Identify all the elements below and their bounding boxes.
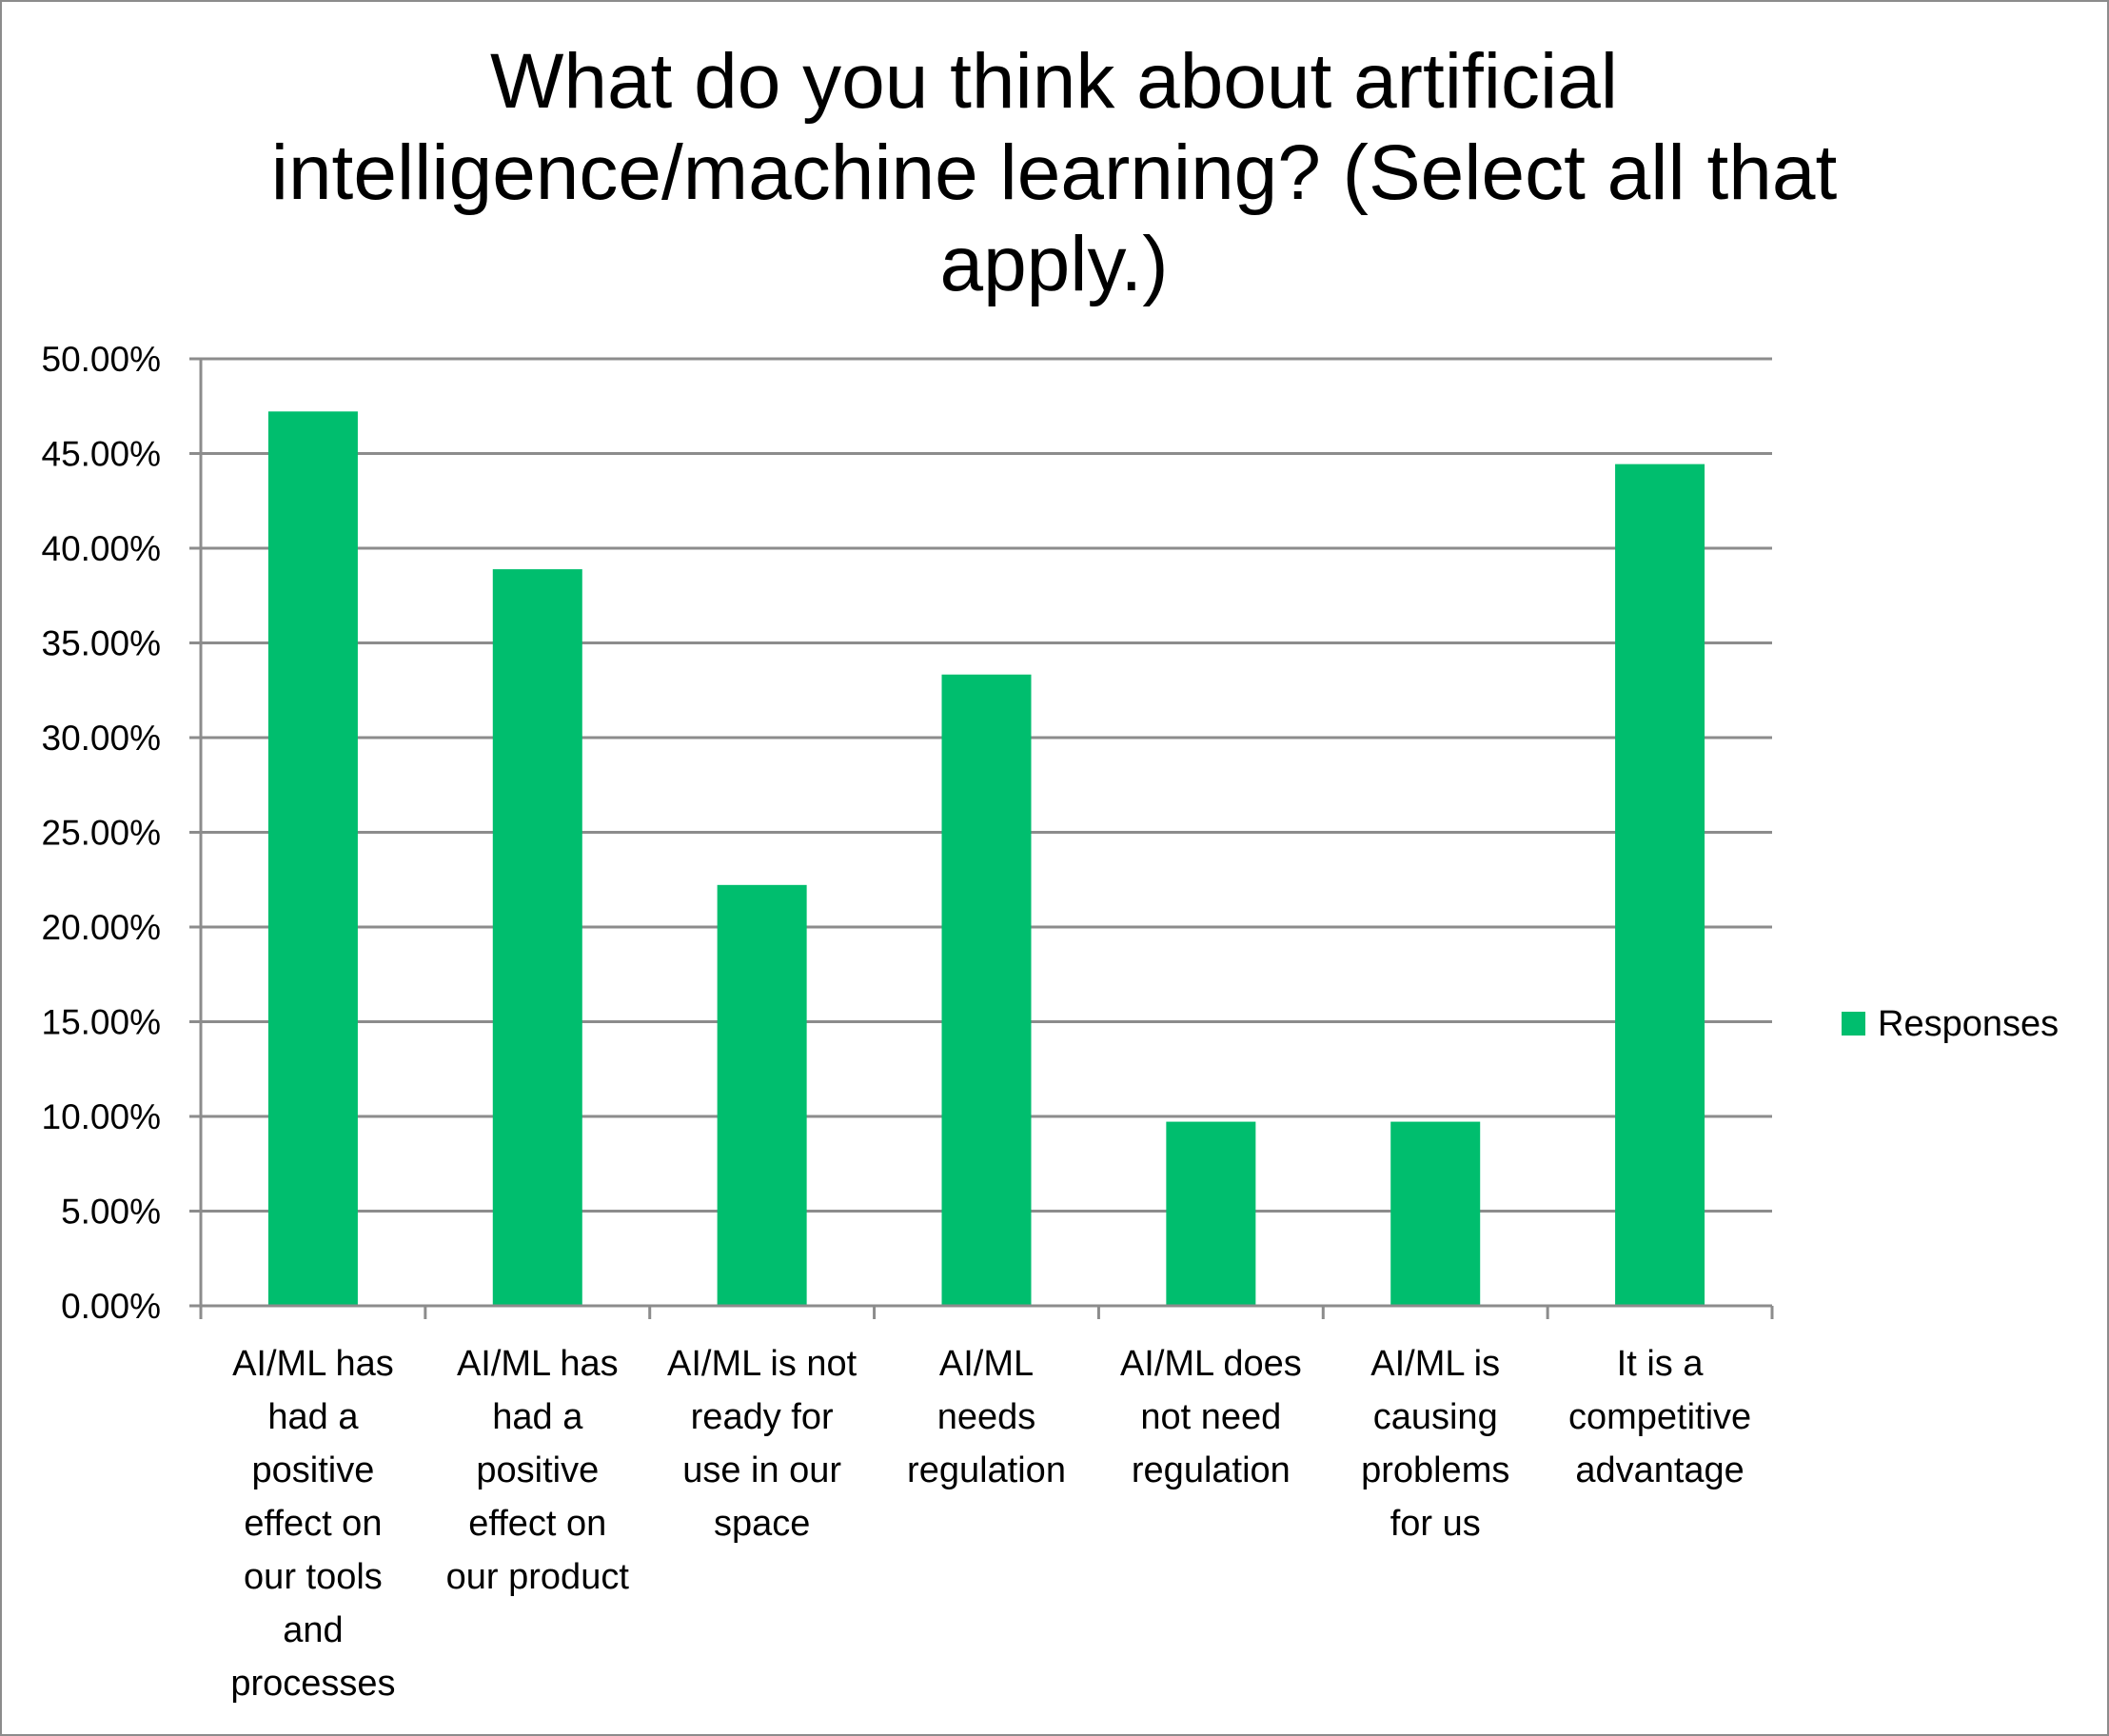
x-category-label-line: had a — [492, 1397, 583, 1437]
bar — [1390, 1121, 1481, 1306]
x-category-label: It is a competitive advantage — [1568, 1344, 1751, 1490]
x-category-label: AI/ML does not need regulation — [1120, 1344, 1302, 1490]
x-category-label-line: regulation — [907, 1450, 1066, 1490]
x-category-label-line: competitive — [1568, 1397, 1751, 1437]
x-category-label-line: and — [283, 1610, 343, 1650]
x-category-label: AI/ML has had a positive effect on our produ… — [446, 1344, 630, 1597]
x-category-label: AI/ML is not ready for use in our space — [667, 1344, 857, 1544]
x-category-label-line: ready for — [691, 1397, 834, 1437]
bar — [717, 884, 807, 1306]
x-category-label-line: AI/ML has — [232, 1344, 394, 1384]
bars — [267, 411, 1705, 1306]
x-category-label: AI/ML is causing problems for us — [1361, 1344, 1509, 1544]
x-category-label-line: our product — [446, 1557, 630, 1597]
y-tick-label: 25.00% — [42, 814, 162, 853]
x-category-label-line: positive — [476, 1450, 599, 1490]
x-category-label-line: space — [714, 1504, 810, 1544]
x-category-label-line: It is a — [1617, 1344, 1705, 1384]
y-tick-label: 45.00% — [42, 435, 162, 474]
x-category-label-line: AI/ML does — [1120, 1344, 1302, 1384]
x-category-label-line: AI/ML is not — [667, 1344, 857, 1384]
y-tick-label: 0.00% — [61, 1287, 161, 1326]
x-category-label-line: problems — [1361, 1450, 1509, 1490]
x-category-label-line: AI/ML has — [457, 1344, 619, 1384]
y-tick-label: 15.00% — [42, 1003, 162, 1042]
x-category-label-line: regulation — [1132, 1450, 1291, 1490]
legend-swatch — [1842, 1012, 1865, 1036]
bar — [492, 569, 582, 1306]
x-category-label-line: processes — [230, 1664, 395, 1704]
x-category-labels: AI/ML has had a positive effect on our tools… — [230, 1344, 1751, 1704]
x-category-label-line: for us — [1390, 1504, 1481, 1544]
y-tick-label: 5.00% — [61, 1193, 161, 1232]
x-category-label: AI/ML needs regulation — [907, 1344, 1066, 1490]
y-tick-label: 50.00% — [42, 340, 162, 379]
x-category-label-line: our tools — [244, 1557, 383, 1597]
x-category-label-line: needs — [937, 1397, 1036, 1437]
bar — [1166, 1121, 1256, 1306]
x-category-label: AI/ML has had a positive effect on our tools… — [230, 1344, 395, 1704]
x-category-label-line: effect on — [244, 1504, 382, 1544]
y-tick-label: 30.00% — [42, 719, 162, 758]
x-category-label-line: AI/ML — [939, 1344, 1034, 1384]
chart-title: What do you think about artificial intel… — [270, 38, 1838, 307]
y-tick-label: 40.00% — [42, 529, 162, 568]
x-category-label-line: use in our — [682, 1450, 841, 1490]
y-tick-label: 20.00% — [42, 908, 162, 947]
x-category-label-line: effect on — [468, 1504, 606, 1544]
bar — [267, 411, 358, 1306]
x-category-label-line: AI/ML is — [1370, 1344, 1500, 1384]
bar — [1615, 464, 1705, 1306]
legend-label: Responses — [1878, 1004, 2059, 1044]
y-tick-label: 10.00% — [42, 1097, 162, 1136]
x-category-label-line: advantage — [1575, 1450, 1744, 1490]
x-category-label-line: not need — [1140, 1397, 1281, 1437]
x-category-label-line: positive — [252, 1450, 375, 1490]
legend: Responses — [1842, 1004, 2059, 1044]
axes — [189, 357, 1774, 1319]
y-tick-labels: 0.00% 5.00% 10.00% 15.00% 20.00% 25.00% 30.00%… — [42, 340, 162, 1326]
x-category-label-line: had a — [267, 1397, 359, 1437]
x-category-label-line: causing — [1373, 1397, 1498, 1437]
bar — [941, 674, 1032, 1306]
y-tick-label: 35.00% — [42, 624, 162, 663]
